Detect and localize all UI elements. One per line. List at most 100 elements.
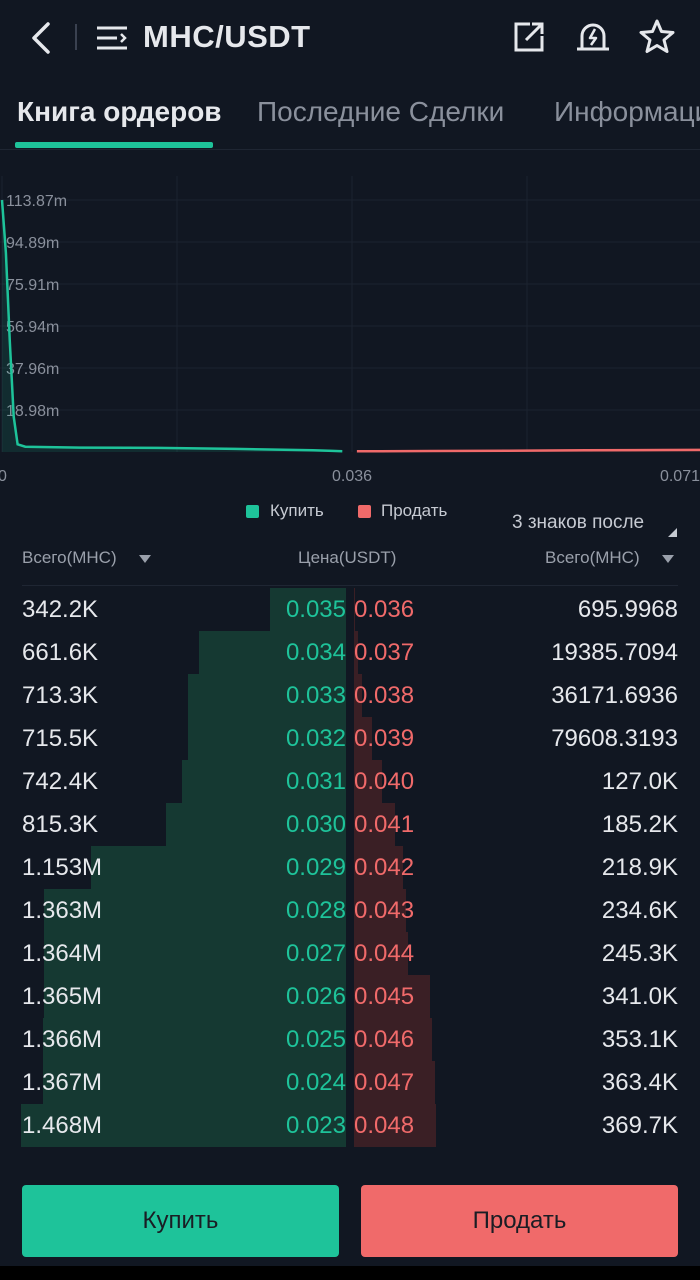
orderbook-row[interactable]: 1.363M 0.028 0.043 234.6K [0,889,700,932]
bid-depth-bar [43,975,346,1018]
ask-price[interactable]: 0.036 [354,596,415,623]
bid-price[interactable]: 0.033 [285,682,346,709]
ask-total: 127.0K [601,768,678,795]
sell-depth-line [356,448,700,453]
orderbook-row[interactable]: 1.468M 0.023 0.048 369.7K [0,1104,700,1147]
price-header: Цена(USDT) [298,548,397,567]
precision-dropdown-icon[interactable] [668,528,677,537]
legend-sell-swatch [358,505,371,518]
ask-total: 234.6K [601,897,678,924]
back-icon[interactable] [26,18,58,58]
tabs: Книга ордеров Последние Сделки Информаци… [0,86,700,150]
orderbook-row[interactable]: 742.4K 0.031 0.040 127.0K [0,760,700,803]
bid-price[interactable]: 0.032 [285,725,346,752]
book-center-divider [346,588,354,1144]
bid-depth-bar [165,803,346,846]
ask-price[interactable]: 0.045 [354,983,415,1010]
ask-price[interactable]: 0.041 [354,811,415,838]
y-tick-label: 94.89m [6,235,59,252]
header-divider [22,585,678,586]
orderbook-row[interactable]: 1.365M 0.026 0.045 341.0K [0,975,700,1018]
orderbook-row[interactable]: 1.153M 0.029 0.042 218.9K [0,846,700,889]
ask-total: 369.7K [601,1112,678,1139]
orderbook-row[interactable]: 815.3K 0.030 0.041 185.2K [0,803,700,846]
orderbook-row[interactable]: 342.2K 0.035 0.036 695.9968 [0,588,700,631]
bid-total: 1.153M [22,854,103,881]
x-tick-label: 0.071 [660,468,700,485]
bid-price[interactable]: 0.023 [285,1112,346,1139]
ask-price[interactable]: 0.047 [354,1069,415,1096]
bid-price[interactable]: 0.035 [285,596,346,623]
share-icon[interactable] [510,18,548,56]
bid-total: 715.5K [22,725,99,752]
sell-button[interactable]: Продать [361,1185,678,1257]
bid-price[interactable]: 0.031 [285,768,346,795]
chart-legend: Купить Продать [0,500,700,530]
ask-price[interactable]: 0.044 [354,940,415,967]
ask-total-dropdown-icon[interactable] [662,555,674,563]
ask-depth-bar [354,889,407,932]
depth-chart[interactable]: 113.87m 94.89m 75.91m 56.94m 37.96m 18.98m 0 0.… [0,176,700,496]
order-book: 342.2K 0.035 0.036 695.9968 661.6K 0.034 0.037… [0,588,700,1148]
tab-order-book[interactable]: Книга ордеров [17,96,222,127]
tab-info[interactable]: Информация [554,96,700,127]
bid-price[interactable]: 0.026 [285,983,346,1010]
bid-depth-bar [90,846,346,889]
ask-price[interactable]: 0.040 [354,768,415,795]
bid-total: 1.363M [22,897,103,924]
ask-total: 19385.7094 [551,639,678,666]
trading-pair-title[interactable]: MHC/USDT [143,19,311,54]
ask-price[interactable]: 0.039 [354,725,415,752]
bid-price[interactable]: 0.029 [285,854,346,881]
bid-price[interactable]: 0.025 [285,1026,346,1053]
precision-selector[interactable]: 3 знаков после [512,512,645,533]
y-tick-label: 75.91m [6,277,59,294]
ask-depth-bar [354,975,430,1018]
ask-total: 353.1K [601,1026,678,1053]
ask-depth-bar [354,846,403,889]
bid-total: 742.4K [22,768,99,795]
orderbook-header: Всего(MHC) Цена(USDT) Всего(MHC) [0,546,700,570]
orderbook-row[interactable]: 1.367M 0.024 0.047 363.4K [0,1061,700,1104]
ask-total-header[interactable]: Всего(MHC) [545,548,640,567]
bid-total: 1.365M [22,983,103,1010]
orderbook-row[interactable]: 1.364M 0.027 0.044 245.3K [0,932,700,975]
bid-total-dropdown-icon[interactable] [139,555,151,563]
ask-price[interactable]: 0.048 [354,1112,415,1139]
bid-total-header[interactable]: Всего(MHC) [22,548,117,567]
bid-total: 815.3K [22,811,99,838]
header-separator [75,24,77,50]
bid-price[interactable]: 0.027 [285,940,346,967]
orderbook-row[interactable]: 1.366M 0.025 0.046 353.1K [0,1018,700,1061]
ask-price[interactable]: 0.042 [354,854,415,881]
buy-button[interactable]: Купить [22,1185,339,1257]
ask-depth-bar [354,631,359,674]
bid-total: 1.367M [22,1069,103,1096]
tab-recent-trades[interactable]: Последние Сделки [257,96,505,127]
bid-total: 1.366M [22,1026,103,1053]
ask-price[interactable]: 0.046 [354,1026,415,1053]
bid-price[interactable]: 0.024 [285,1069,346,1096]
ask-price[interactable]: 0.038 [354,682,415,709]
ask-price[interactable]: 0.043 [354,897,415,924]
x-tick-label: 0 [0,468,7,485]
ask-depth-bar [354,1061,435,1104]
system-nav-bar [0,1266,700,1280]
bid-price[interactable]: 0.030 [285,811,346,838]
bid-price[interactable]: 0.028 [285,897,346,924]
bid-price[interactable]: 0.034 [285,639,346,666]
menu-icon[interactable] [95,22,129,54]
ask-depth-bar [354,717,372,760]
bid-depth-bar [187,717,346,760]
orderbook-row[interactable]: 715.5K 0.032 0.039 79608.3193 [0,717,700,760]
legend-buy-label: Купить [270,501,324,520]
star-icon[interactable] [638,18,676,56]
orderbook-row[interactable]: 661.6K 0.034 0.037 19385.7094 [0,631,700,674]
orderbook-row[interactable]: 713.3K 0.033 0.038 36171.6936 [0,674,700,717]
alert-icon[interactable] [574,18,612,56]
ask-price[interactable]: 0.037 [354,639,415,666]
bid-depth-bar [43,1061,346,1104]
ask-total: 185.2K [601,811,678,838]
top-bar: MHC/USDT [0,0,700,76]
ask-depth-bar [354,803,396,846]
